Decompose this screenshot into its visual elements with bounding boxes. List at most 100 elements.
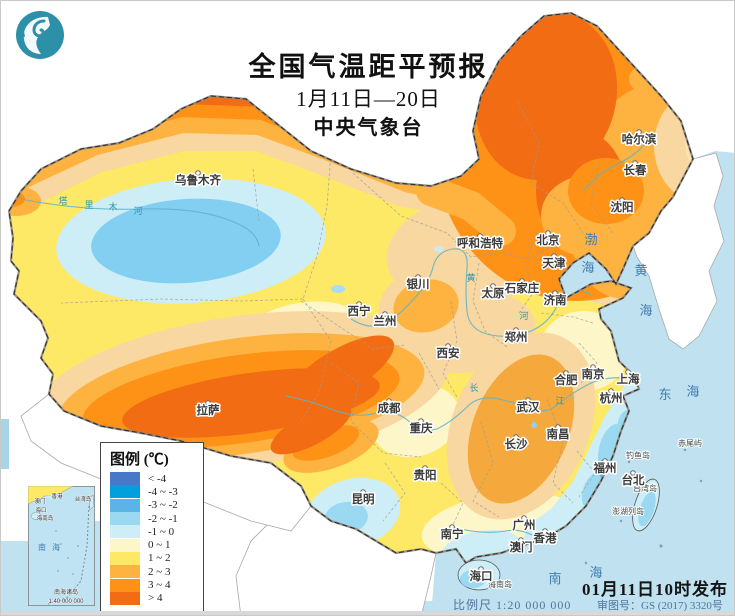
inset-label: 海口 <box>35 506 46 514</box>
city-marker: 昆明 <box>350 489 376 508</box>
svg-text:海: 海 <box>589 565 602 580</box>
city-label: 北京 <box>537 233 560 247</box>
city-marker: 南昌 <box>545 424 571 443</box>
city-label: 澳门 <box>510 540 533 554</box>
city-marker: 西宁 <box>346 301 372 320</box>
svg-text:渤: 渤 <box>584 232 597 247</box>
legend-swatch <box>110 525 140 539</box>
legend-range-label: 0 ~ 1 <box>148 539 171 552</box>
hainan-island <box>457 559 501 591</box>
legend-row: -3 ~ -2 <box>110 498 203 512</box>
island-label: 钓鱼岛 <box>626 450 650 460</box>
city-marker: 西安 <box>435 343 461 362</box>
city-label: 沈阳 <box>611 200 634 214</box>
city-label: 贵阳 <box>414 468 437 482</box>
svg-text:木: 木 <box>108 201 117 212</box>
city-marker: 郑州 <box>503 327 529 346</box>
city-label: 南宁 <box>441 527 464 541</box>
city-label: 西安 <box>437 346 460 360</box>
legend-range-label: -1 ~ 0 <box>148 525 175 538</box>
legend-swatch <box>110 551 140 565</box>
svg-text:海: 海 <box>686 384 699 399</box>
legend-range-label: 1 ~ 2 <box>148 552 171 565</box>
province-borders <box>60 100 614 526</box>
legend-range-label: -3 ~ -2 <box>148 499 178 512</box>
national-border <box>8 12 694 564</box>
island-label: 澎湖列岛 <box>612 506 644 516</box>
city-marker: 合肥 <box>553 370 579 389</box>
legend-swatch <box>110 565 140 579</box>
city-marker: 武汉 <box>515 397 541 416</box>
svg-text:里: 里 <box>84 200 93 210</box>
city-label: 银川 <box>407 277 430 291</box>
legend-row: -2 ~ -1 <box>110 512 203 526</box>
legend-swatch <box>110 472 140 486</box>
water-labels: 渤海 黄海东 海南 海塔里木河黄河长江 <box>58 195 699 586</box>
inset-coast-cold <box>45 494 59 500</box>
tarim-river: 塔里木河 <box>58 195 142 216</box>
svg-text:海: 海 <box>639 303 652 318</box>
islands <box>457 448 703 591</box>
rivers <box>20 132 654 540</box>
city-label: 重庆 <box>410 421 433 435</box>
legend-title: 图例 (℃) <box>110 452 169 468</box>
city-marker: 沈阳 <box>609 197 635 216</box>
svg-text:河: 河 <box>519 310 528 321</box>
city-marker: 天津 <box>541 253 567 272</box>
city-marker: 石家庄 <box>502 278 541 297</box>
svg-text:南: 南 <box>548 571 561 586</box>
legend-range-label: > 4 <box>148 592 163 605</box>
city-label: 福州 <box>593 461 617 475</box>
legend-swatch <box>110 578 140 592</box>
city-marker: 长春 <box>622 160 648 179</box>
city-label: 太原 <box>481 286 505 300</box>
city-marker: 乌鲁木齐 <box>174 170 223 189</box>
svg-text:长: 长 <box>469 382 478 393</box>
taiwan-island <box>632 478 660 532</box>
city-label: 呼和浩特 <box>457 236 503 250</box>
city-label: 拉萨 <box>197 403 220 417</box>
city-marker: 兰州 <box>372 311 398 330</box>
legend-swatch <box>110 485 140 499</box>
svg-text:塔: 塔 <box>58 195 67 206</box>
small-islands <box>584 448 703 565</box>
south-china-sea-inset: 香港 澳门 台湾岛 海口 海南岛南 海南海诸岛 1:40 000 000 <box>27 485 96 611</box>
city-label: 海口 <box>470 569 493 583</box>
inset-label: 香港 <box>51 492 63 500</box>
city-label: 广州 <box>513 518 536 532</box>
svg-text:黄: 黄 <box>466 272 475 283</box>
city-marker: 银川 <box>405 274 431 293</box>
svg-text:黄: 黄 <box>634 263 647 278</box>
city-marker: 杭州 <box>598 388 624 407</box>
svg-text:海: 海 <box>581 260 594 275</box>
city-label: 郑州 <box>505 330 528 344</box>
city-marker: 香港 <box>531 528 558 547</box>
legend-row: 3 ~ 4 <box>110 578 203 592</box>
left-edge-sea-strip <box>1 419 9 469</box>
city-marker: 重庆 <box>408 418 434 437</box>
map-approval-number: 审图号：GS (2017) 3320号 <box>597 600 723 612</box>
bohai-sea: 渤海 <box>581 232 597 275</box>
inset-islets <box>55 530 79 575</box>
legend-range-label: -4 ~ -3 <box>148 485 178 498</box>
inset-label: 海南岛 <box>37 514 54 522</box>
inset-frame <box>27 485 96 607</box>
city-label: 合肥 <box>555 373 578 387</box>
city-marker: 南京 <box>580 364 606 383</box>
city-label: 南昌 <box>547 427 570 441</box>
issuing-agency: 中央气象台 <box>313 117 424 139</box>
legend-row: 0 ~ 1 <box>110 538 203 552</box>
city-label: 杭州 <box>600 391 623 405</box>
city-label: 西宁 <box>348 304 371 318</box>
city-label: 乌鲁木齐 <box>175 173 221 187</box>
city-marker: 贵阳 <box>412 465 438 484</box>
city-marker: 北京 <box>535 230 561 249</box>
south-china-sea: 南海 <box>548 565 602 586</box>
inset-hainan <box>30 512 42 520</box>
island-label: 赤尾屿 <box>678 439 702 448</box>
inset-taiwan <box>88 494 95 511</box>
city-marker: 广州 <box>511 515 537 534</box>
